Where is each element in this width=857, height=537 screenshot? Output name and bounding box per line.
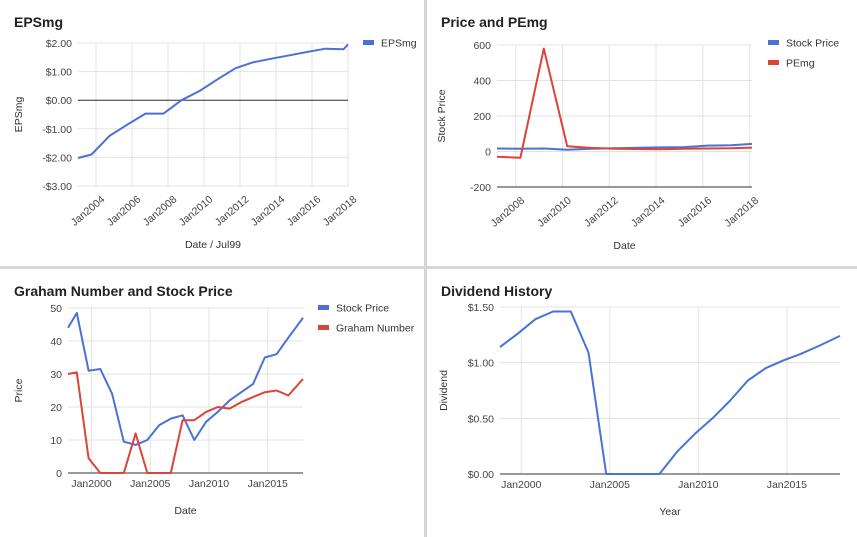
series-line-1 <box>67 371 304 474</box>
panel-divider-horizontal <box>0 266 857 269</box>
x-axis-title: Date <box>174 505 196 517</box>
y-tick-label: 0 <box>485 147 491 159</box>
x-axis-title: Date <box>613 240 635 252</box>
x-tick-label: Jan2015 <box>767 479 807 491</box>
x-tick-label: Jan2010 <box>189 478 229 490</box>
y-tick-label: 200 <box>473 111 491 123</box>
y-axis-title: Dividend <box>438 370 450 411</box>
x-tick-label: Jan2012 <box>582 194 621 229</box>
x-tick-label: Jan2018 <box>321 193 360 228</box>
chart-title: Price and PEmg <box>441 14 548 30</box>
price-pe-chart-panel: Price and PEmg 600 400 200 0 -200 Jan2008 Jan20… <box>427 0 857 266</box>
series-line-0 <box>499 310 841 475</box>
y-tick-label: 30 <box>50 369 62 381</box>
x-tick-label: Jan2014 <box>629 194 668 229</box>
x-tick-label: Jan2005 <box>130 478 170 490</box>
dividend-chart: Dividend History $1.50 $1.00 $0.50 $0.00 Jan2… <box>438 283 841 518</box>
chart-title: Graham Number and Stock Price <box>14 283 233 299</box>
y-tick-label: $1.50 <box>468 302 494 314</box>
y-tick-label: $0.00 <box>46 95 72 107</box>
x-axis-title: Year <box>659 506 681 518</box>
y-axis-title: Price <box>13 378 25 402</box>
y-tick-label: $0.00 <box>468 469 494 481</box>
x-axis-title: Date / Jul99 <box>185 239 241 251</box>
x-tick-label: Jan2005 <box>590 479 630 491</box>
y-tick-label: 400 <box>473 76 491 88</box>
x-tick-label: Jan2006 <box>105 193 144 228</box>
x-tick-label: Jan2010 <box>678 479 718 491</box>
legend-label-0: Stock Price <box>336 303 389 315</box>
y-tick-label: -$1.00 <box>42 124 72 136</box>
y-tick-label: $0.50 <box>468 413 494 425</box>
y-tick-label: 0 <box>56 468 62 480</box>
legend-label-0: Stock Price <box>786 38 839 50</box>
eps-chart: EPSmg$2.00$1.00$0.00-$1.00-$2.00-$3.00Ja… <box>13 14 417 251</box>
x-tick-label: Jan2014 <box>249 193 288 228</box>
y-axis-title: EPSmg <box>13 97 25 133</box>
y-tick-label: -$3.00 <box>42 181 72 193</box>
y-tick-label: $1.00 <box>468 358 494 370</box>
x-tick-label: Jan2004 <box>69 193 108 228</box>
dividend-chart-panel: Dividend History $1.50 $1.00 $0.50 $0.00 Jan2… <box>427 269 857 537</box>
legend-swatch-0 <box>363 40 374 45</box>
legend-swatch-0 <box>768 40 779 45</box>
graham-chart-panel: Graham Number and Stock Price 50 40 30 20 10 0… <box>0 269 424 537</box>
eps-chart-panel: EPSmg $2.00 $1.00 $0.00 -$1.00 -$2.00 -$3.00 Ja… <box>0 0 424 266</box>
legend-label-1: PEmg <box>786 58 815 70</box>
legend-label-1: Graham Number <box>336 323 415 335</box>
legend-swatch-1 <box>768 60 779 65</box>
x-tick-label: Jan2016 <box>285 193 324 228</box>
y-tick-label: 600 <box>473 40 491 52</box>
x-tick-label: Jan2012 <box>213 193 252 228</box>
series-line-1 <box>496 47 753 159</box>
chart-title: EPSmg <box>14 14 63 30</box>
y-tick-label: 10 <box>50 435 62 447</box>
y-tick-label: 20 <box>50 402 62 414</box>
x-tick-label: Jan2018 <box>722 194 761 229</box>
x-tick-label: Jan2015 <box>248 478 288 490</box>
legend-swatch-0 <box>318 305 329 310</box>
legend-swatch-1 <box>318 325 329 330</box>
x-tick-label: Jan2008 <box>488 194 527 229</box>
x-tick-label: Jan2010 <box>177 193 216 228</box>
y-tick-label: 40 <box>50 336 62 348</box>
x-tick-label: Jan2016 <box>676 194 715 229</box>
series-line-0 <box>67 312 304 446</box>
chart-title: Dividend History <box>441 283 552 299</box>
x-tick-label: Jan2000 <box>501 479 541 491</box>
y-tick-label: $1.00 <box>46 67 72 79</box>
y-tick-label: -200 <box>470 182 491 194</box>
x-tick-label: Jan2000 <box>71 478 111 490</box>
x-tick-label: Jan2008 <box>141 193 180 228</box>
y-tick-label: $2.00 <box>46 38 72 50</box>
legend-label-0: EPSmg <box>381 38 417 50</box>
graham-chart: Graham Number and Stock Price 50 40 30 20 10 0… <box>13 283 415 517</box>
y-tick-label: 50 <box>50 303 62 315</box>
y-tick-label: -$2.00 <box>42 152 72 164</box>
x-tick-label: Jan2010 <box>535 194 574 229</box>
series-line-0 <box>77 43 349 159</box>
y-axis-title: Stock Price <box>436 89 448 142</box>
